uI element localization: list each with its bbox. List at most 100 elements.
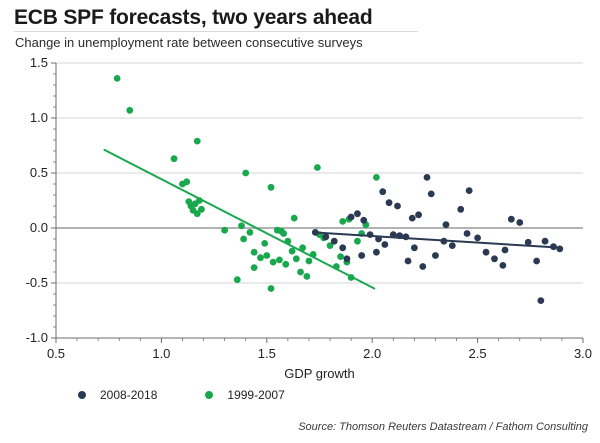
- x-tick-label: 0.5: [46, 346, 66, 361]
- x-tick-label: 2.5: [468, 346, 487, 361]
- data-point: [292, 255, 300, 263]
- data-point: [373, 248, 380, 256]
- trendline: [103, 148, 376, 290]
- data-point: [541, 237, 549, 245]
- data-point: [354, 210, 361, 218]
- data-point: [238, 222, 245, 230]
- data-point: [261, 240, 269, 247]
- data-point: [263, 252, 271, 259]
- x-tick-label: 1.0: [152, 346, 171, 361]
- data-point: [250, 264, 258, 271]
- data-point: [282, 260, 290, 268]
- data-point: [246, 229, 254, 236]
- data-point: [385, 199, 393, 207]
- data-point: [339, 244, 347, 252]
- data-point: [507, 215, 515, 223]
- x-tick-label: 2.0: [363, 346, 382, 361]
- gridlines: [56, 62, 583, 339]
- data-point: [326, 242, 334, 250]
- data-point: [267, 285, 275, 292]
- x-tick-label: 3.0: [573, 346, 593, 361]
- data-point: [419, 263, 427, 270]
- data-point: [410, 244, 418, 252]
- x-tick-label: 1.5: [257, 346, 276, 361]
- data-points-navy: [311, 174, 564, 304]
- data-point: [465, 187, 473, 195]
- data-point: [423, 174, 431, 181]
- data-point: [193, 210, 201, 218]
- data-point: [198, 205, 205, 213]
- trendline: [312, 231, 563, 249]
- data-point: [299, 244, 307, 252]
- data-point: [305, 257, 313, 265]
- y-tick-label: 0.5: [29, 165, 48, 180]
- data-point: [533, 257, 541, 265]
- data-point: [448, 242, 456, 250]
- data-point: [394, 202, 401, 210]
- data-point: [276, 256, 283, 264]
- data-point: [303, 273, 311, 280]
- data-point: [250, 248, 258, 256]
- legend-item-2008-2018[interactable]: 2008-2018: [78, 388, 157, 402]
- data-point: [474, 234, 481, 242]
- data-point: [240, 235, 248, 243]
- data-point: [463, 230, 471, 237]
- data-point: [354, 237, 361, 245]
- data-point: [290, 214, 298, 222]
- data-point: [482, 248, 490, 256]
- title-divider: [14, 31, 418, 32]
- legend-item-1999-2007[interactable]: 1999-2007: [205, 388, 285, 402]
- legend-marker-icon: [205, 391, 214, 399]
- x-axis-title: GDP growth: [284, 366, 355, 381]
- data-point: [322, 233, 330, 241]
- y-tick-label: 0.0: [29, 220, 48, 235]
- data-point: [339, 218, 347, 225]
- data-point: [288, 247, 296, 255]
- data-point: [499, 262, 507, 269]
- data-point: [113, 75, 121, 82]
- data-point: [358, 252, 366, 259]
- data-point: [269, 258, 277, 266]
- axis-ticks: [51, 62, 584, 343]
- data-point: [501, 246, 509, 254]
- data-point: [442, 221, 450, 229]
- data-point: [185, 198, 193, 206]
- data-point: [242, 169, 250, 177]
- source-note: Source: Thomson Reuters Datastream / Fat…: [298, 421, 588, 433]
- data-point: [313, 164, 321, 171]
- legend-label: 2008-2018: [100, 388, 158, 402]
- data-point: [337, 253, 344, 260]
- data-point: [457, 205, 465, 213]
- y-tick-label: -1.0: [25, 330, 48, 345]
- y-tick-label: 1.5: [29, 55, 48, 70]
- data-point: [408, 214, 416, 222]
- data-point: [556, 245, 564, 253]
- data-point: [179, 180, 186, 188]
- y-tick-label: -0.5: [25, 275, 48, 290]
- data-point: [257, 254, 264, 262]
- data-point: [193, 137, 201, 145]
- legend-marker-icon: [78, 391, 86, 399]
- data-point: [126, 106, 134, 114]
- chart-legend: 2008-2018 1999-2007: [78, 388, 285, 402]
- data-point: [267, 183, 275, 191]
- data-point: [404, 257, 412, 265]
- axis-lines: [55, 63, 583, 339]
- data-point: [379, 188, 387, 196]
- data-point: [415, 211, 422, 219]
- data-point: [432, 252, 439, 259]
- data-point: [221, 226, 229, 234]
- data-point: [373, 174, 380, 181]
- chart-title: ECB SPF forecasts, two years ahead: [14, 6, 373, 29]
- legend-label: 1999-2007: [227, 388, 285, 402]
- y-tick-label: 1.0: [29, 110, 48, 125]
- data-point: [347, 213, 355, 221]
- data-point: [297, 268, 304, 276]
- data-point: [343, 255, 351, 263]
- trendlines: [103, 148, 563, 290]
- data-point: [427, 190, 435, 198]
- data-point: [360, 216, 368, 224]
- data-point: [280, 230, 288, 237]
